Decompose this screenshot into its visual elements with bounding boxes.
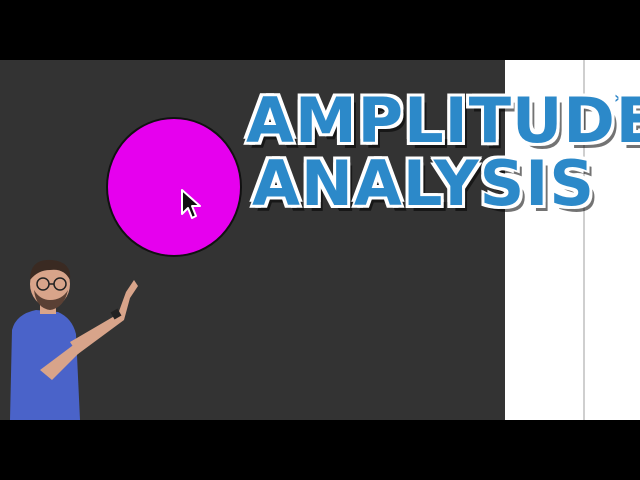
side-panel: [505, 60, 640, 420]
panel-divider[interactable]: [583, 60, 585, 420]
magenta-circle: [106, 117, 242, 257]
title-line-1: AMPLITUDE: [245, 84, 640, 157]
presenter-pointing-arm: [40, 326, 104, 380]
presenter-figure: [10, 259, 138, 420]
presenter-watch: [110, 308, 122, 320]
presenter-shirt: [10, 310, 80, 420]
title-line-2: ANALYSIS: [251, 147, 596, 220]
presenter-beard: [34, 290, 68, 310]
mouse-pointer-icon: [181, 189, 201, 219]
chevron-right-icon[interactable]: ›: [614, 88, 621, 107]
presenter-hair: [30, 259, 71, 280]
sketch-canvas[interactable]: [0, 60, 505, 420]
